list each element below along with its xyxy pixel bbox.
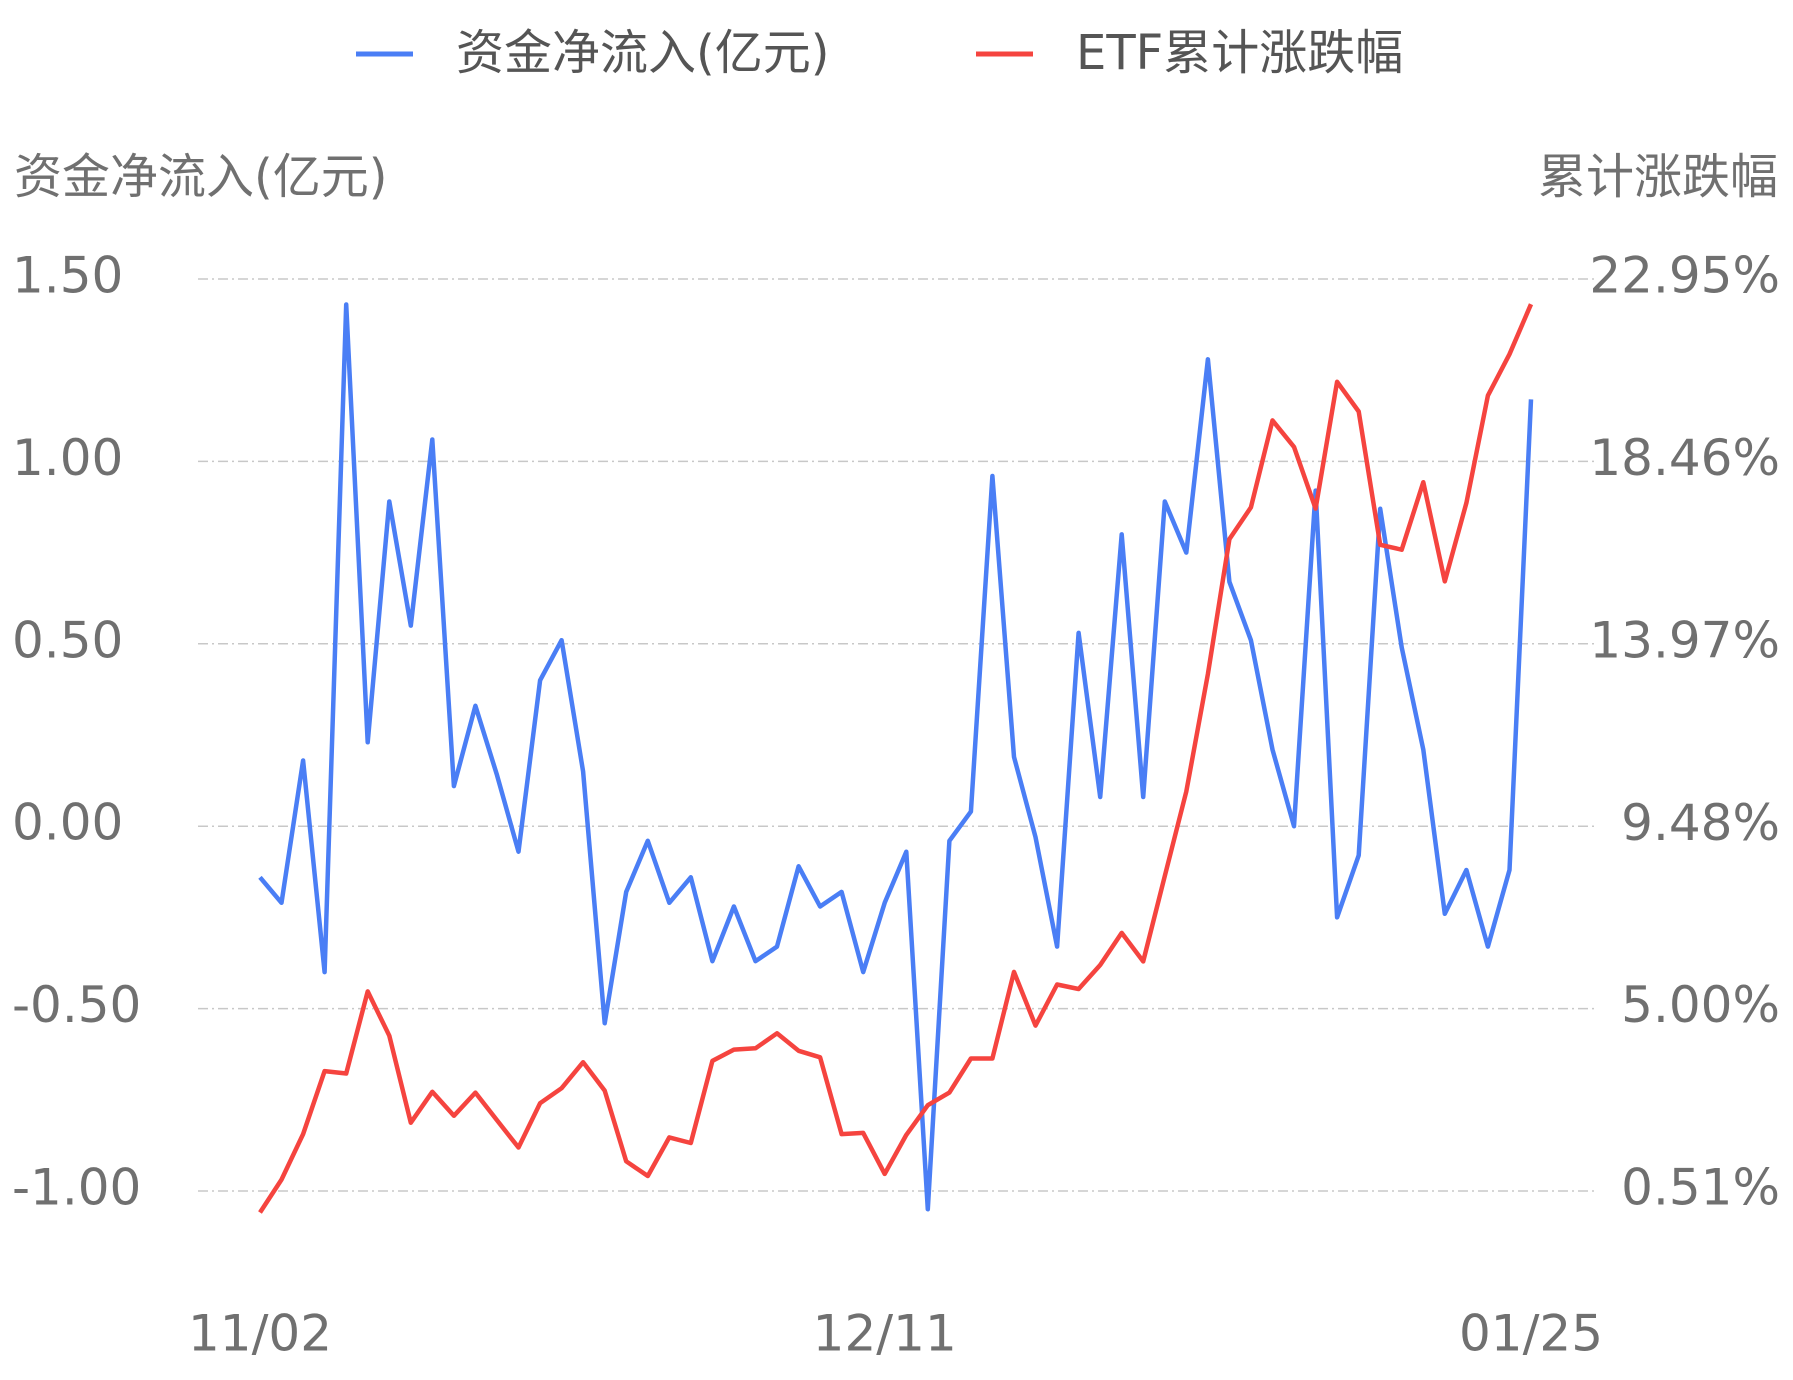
y2-tick-label: 13.97% <box>1589 611 1780 669</box>
y-tick-label: 1.00 <box>12 429 123 487</box>
series-line <box>258 303 1534 1214</box>
y2-tick-label: 22.95% <box>1589 247 1780 305</box>
y2-tick-label: 18.46% <box>1589 429 1780 487</box>
x-tick-label: 11/02 <box>188 1305 332 1363</box>
y-tick-label: 0.50 <box>12 611 123 669</box>
legend-label: ETF累计涨跌幅 <box>1076 25 1403 81</box>
y-tick-label: 1.50 <box>12 247 123 305</box>
x-tick-label: 01/25 <box>1459 1305 1603 1363</box>
y-tick-label: 0.00 <box>12 794 123 852</box>
series-line <box>258 302 1534 1212</box>
x-tick-label: 12/11 <box>813 1305 957 1363</box>
legend-label: 资金净流入(亿元) <box>456 25 829 81</box>
y2-tick-label: 5.00% <box>1621 976 1780 1034</box>
y2-axis-title: 累计涨跌幅 <box>1538 149 1778 205</box>
y-tick-label: -1.00 <box>12 1159 141 1217</box>
y2-tick-label: 9.48% <box>1621 794 1780 852</box>
y-tick-label: -0.50 <box>12 976 141 1034</box>
y2-tick-label: 0.51% <box>1621 1159 1780 1217</box>
y-axis-title: 资金净流入(亿元) <box>14 149 387 205</box>
